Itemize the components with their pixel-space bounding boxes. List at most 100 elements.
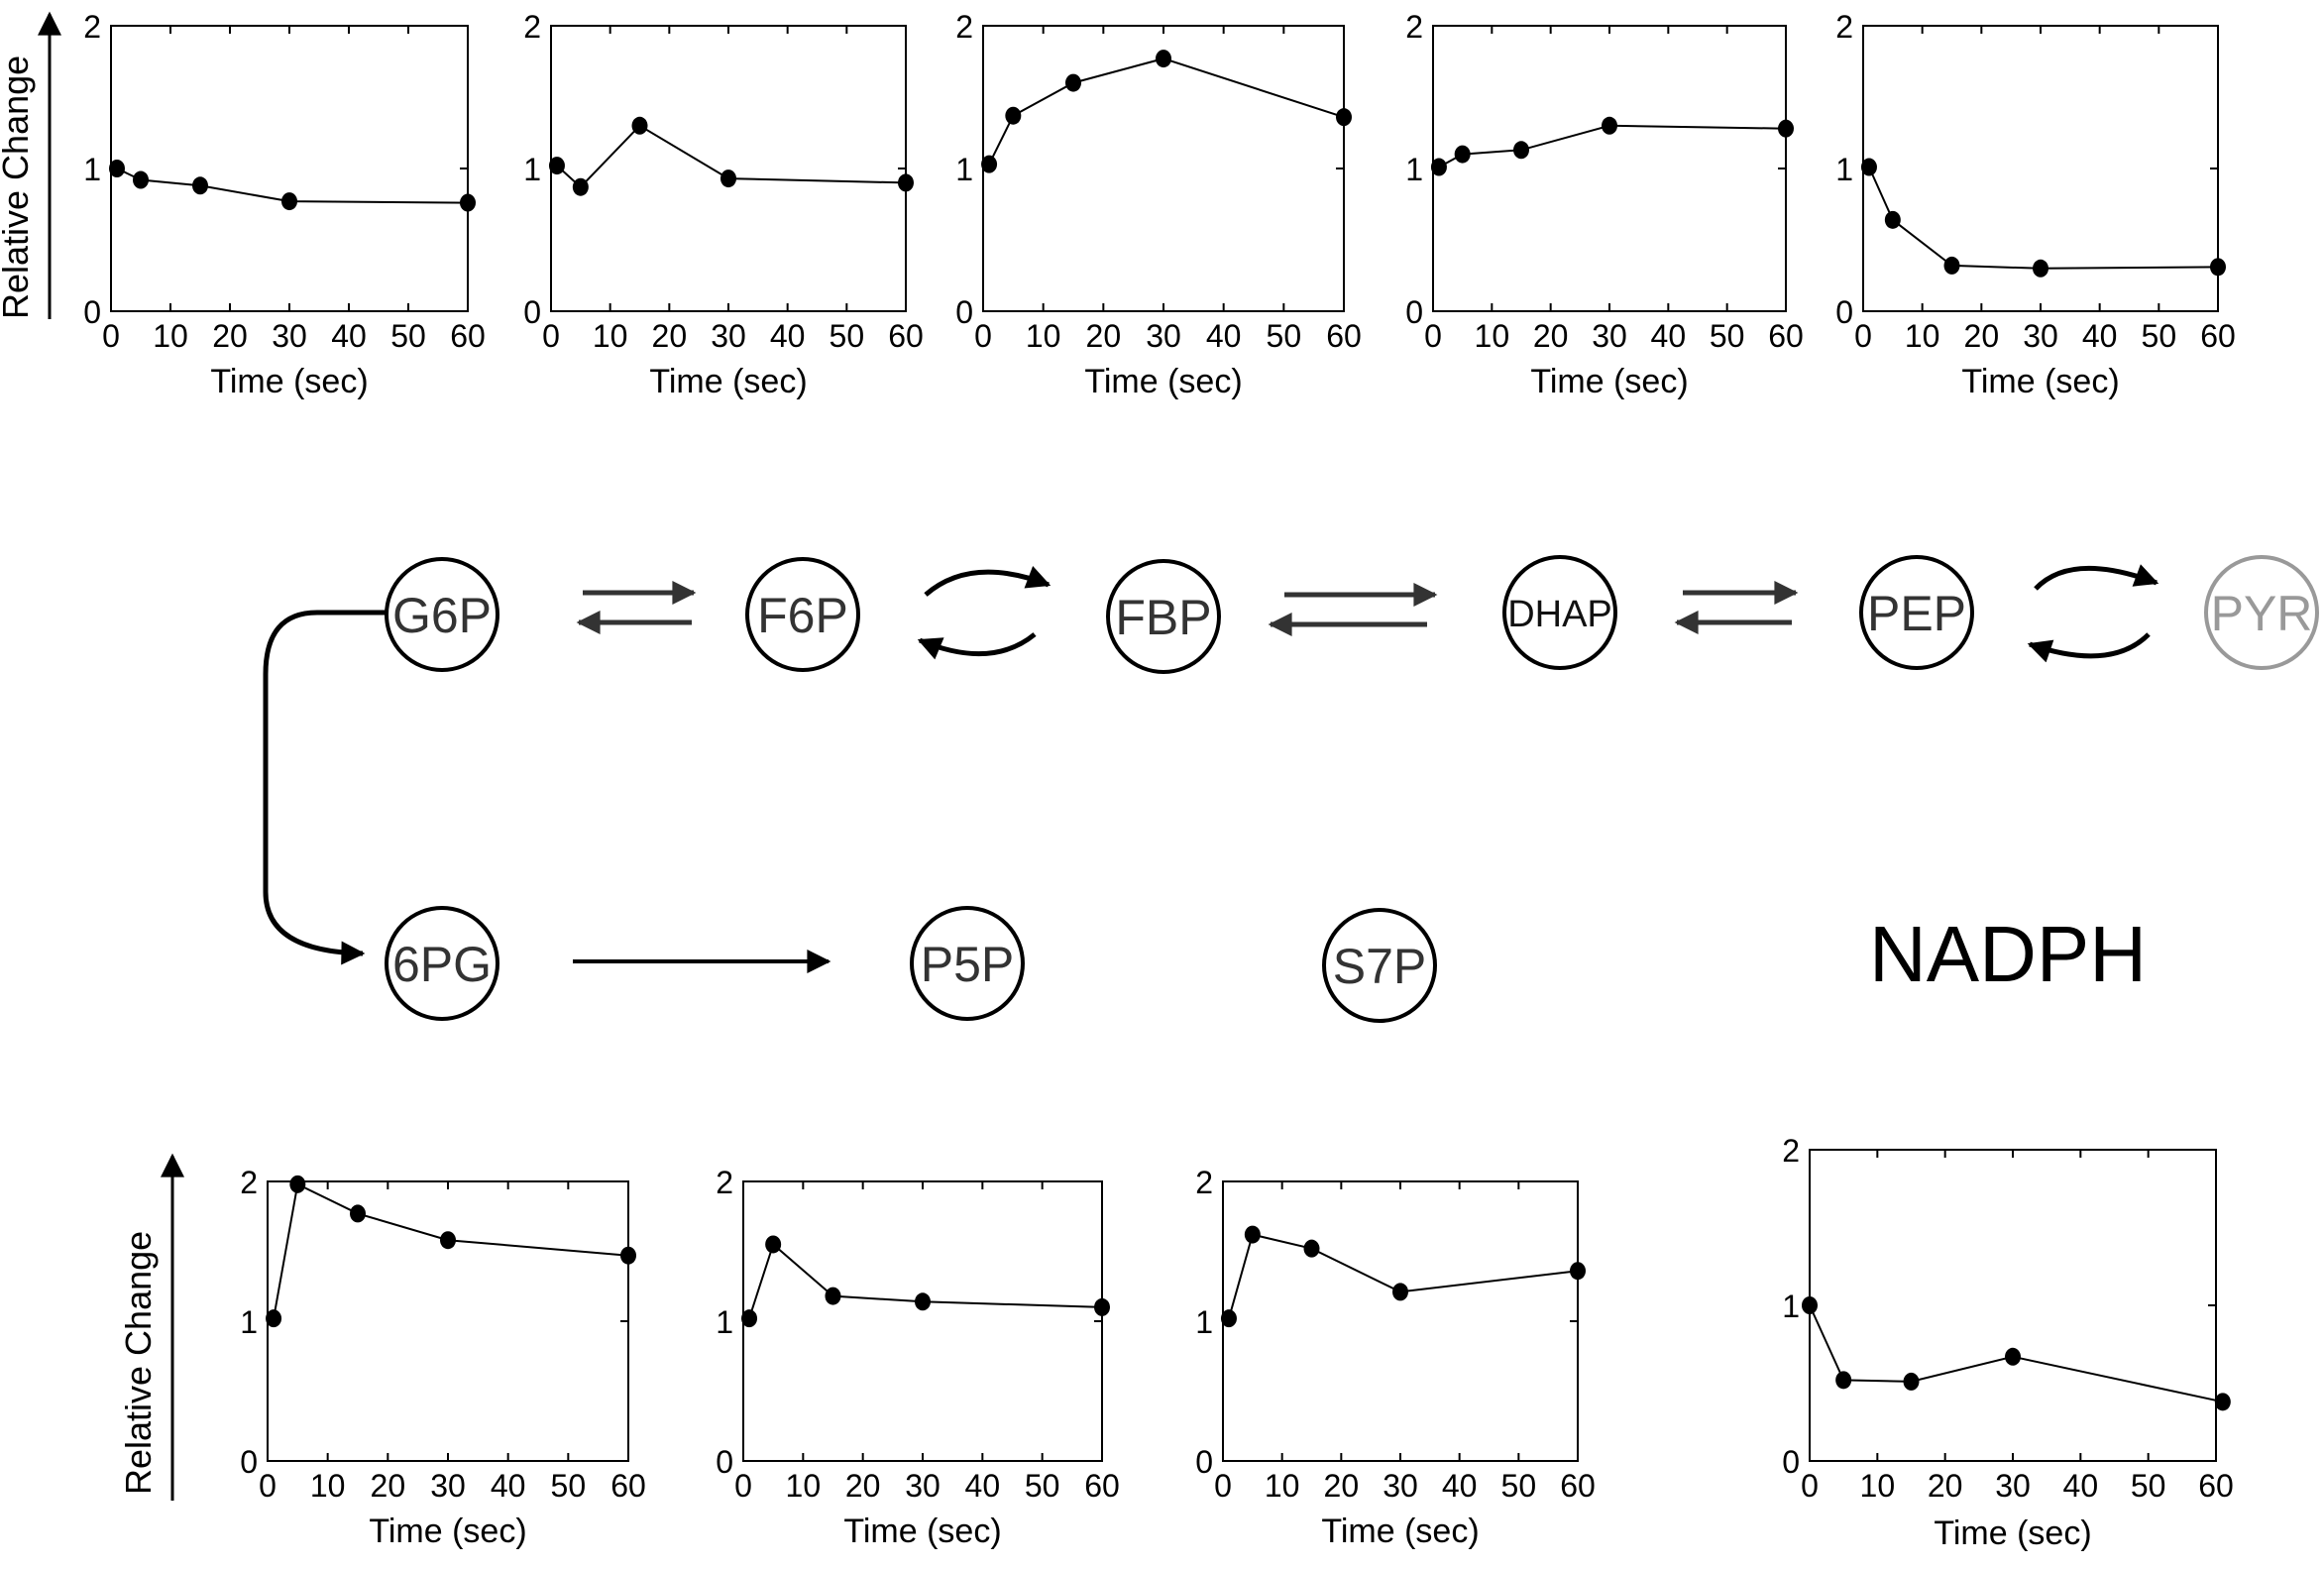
x-tick-label: 30 xyxy=(1383,1468,1418,1504)
data-point xyxy=(1835,1371,1852,1390)
data-point xyxy=(440,1231,456,1250)
data-point xyxy=(1244,1225,1261,1244)
y-axis-arrow-top: Relative Change xyxy=(0,11,61,319)
data-point xyxy=(1156,50,1171,68)
data-point xyxy=(1860,158,1877,176)
chart-panel-7: 0 10 20 30 40 50 60 0 1 2 Time (sec) xyxy=(716,1165,1120,1550)
data-point xyxy=(109,160,125,177)
y-axis-label-bottom: Relative Change xyxy=(118,1231,159,1495)
data-point xyxy=(1602,116,1617,135)
data-point xyxy=(981,155,998,173)
x-tick-label: 10 xyxy=(1905,318,1940,354)
y-axis-arrow-bottom: Relative Change xyxy=(118,1153,184,1501)
data-point xyxy=(1094,1297,1110,1316)
node-pyr-label: PYR xyxy=(2211,586,2313,641)
node-g6p-label: G6P xyxy=(392,588,492,643)
y-tick-label: 2 xyxy=(240,1165,258,1200)
chart-frame xyxy=(550,25,907,312)
node-6pg: 6PG xyxy=(385,906,499,1021)
data-point xyxy=(572,177,589,196)
y-tick-label: 1 xyxy=(955,152,973,187)
chart-panel-2: 0 10 20 30 40 50 60 0 1 2 Time (sec) xyxy=(523,9,924,400)
chart-panel-5: 0 10 20 30 40 50 60 0 1 2 Time (sec) xyxy=(1835,9,2236,400)
x-tick-label: 20 xyxy=(212,318,248,354)
chart-frame xyxy=(1809,1149,2217,1462)
chart-panel-4: 0 10 20 30 40 50 60 0 1 2 Time (sec) xyxy=(1405,9,1804,400)
data-point xyxy=(1005,106,1022,125)
reversible-arrow-fbp-dhap xyxy=(1268,583,1438,636)
x-tick-label: 30 xyxy=(905,1468,941,1504)
x-tick-label: 60 xyxy=(2198,1468,2234,1504)
x-tick-label: 0 xyxy=(1424,318,1442,354)
chart-frame xyxy=(110,25,469,312)
x-tick-label: 0 xyxy=(1801,1468,1819,1504)
y-tick-label: 1 xyxy=(716,1304,733,1340)
data-point xyxy=(741,1309,758,1328)
data-point xyxy=(1884,210,1901,229)
data-point xyxy=(1802,1296,1818,1314)
node-fbp-label: FBP xyxy=(1115,590,1211,645)
x-tick-label: 60 xyxy=(610,1468,646,1504)
node-pyr: PYR xyxy=(2204,555,2319,670)
x-tick-label: 50 xyxy=(551,1468,587,1504)
series-line xyxy=(1868,167,2219,270)
x-tick-label: 0 xyxy=(542,318,560,354)
data-point xyxy=(2210,258,2226,277)
x-tick-label: 10 xyxy=(593,318,628,354)
chart-frame xyxy=(267,1180,629,1462)
x-tick-label: 30 xyxy=(2023,318,2058,354)
y-tick-label: 0 xyxy=(1782,1444,1800,1480)
data-point xyxy=(1454,145,1471,164)
x-tick-label: 20 xyxy=(1324,1468,1360,1504)
curved-arrow-pep-pyr xyxy=(2027,564,2159,663)
data-point xyxy=(898,173,914,192)
series-line xyxy=(988,57,1345,166)
x-tick-label: 40 xyxy=(491,1468,526,1504)
data-point xyxy=(548,157,565,175)
arrow-g6p-6pg xyxy=(263,610,388,965)
node-6pg-label: 6PG xyxy=(392,937,492,992)
x-tick-label: 60 xyxy=(888,318,924,354)
chart-panel-8: 0 10 20 30 40 50 60 0 1 2 Time (sec) xyxy=(1195,1165,1596,1550)
x-tick-label: 40 xyxy=(770,318,806,354)
y-tick-label: 2 xyxy=(955,9,973,45)
x-tick-label: 60 xyxy=(1560,1468,1596,1504)
x-tick-label: 40 xyxy=(965,1468,1001,1504)
data-point xyxy=(2033,259,2048,278)
x-tick-label: 30 xyxy=(1146,318,1181,354)
x-tick-label: 0 xyxy=(259,1468,277,1504)
y-tick-label: 1 xyxy=(1782,1289,1800,1324)
y-tick-label: 0 xyxy=(955,294,973,330)
x-tick-label: 20 xyxy=(371,1468,406,1504)
y-tick-label: 2 xyxy=(523,9,541,45)
data-point xyxy=(133,170,149,189)
x-tick-label: 50 xyxy=(1267,318,1302,354)
x-tick-label: 50 xyxy=(2142,318,2177,354)
node-dhap-label: DHAP xyxy=(1507,594,1612,635)
x-tick-label: 50 xyxy=(1025,1468,1060,1504)
x-axis-label: Time (sec) xyxy=(369,1513,526,1550)
chart-frame xyxy=(1222,1180,1579,1462)
x-tick-label: 50 xyxy=(1501,1468,1537,1504)
x-tick-label: 30 xyxy=(272,318,307,354)
x-tick-label: 10 xyxy=(153,318,188,354)
x-tick-label: 20 xyxy=(1928,1468,1963,1504)
x-tick-label: 20 xyxy=(1964,318,2000,354)
x-tick-label: 30 xyxy=(1995,1468,2031,1504)
chart-frame xyxy=(1432,25,1787,312)
data-point xyxy=(1513,141,1529,160)
x-tick-label: 50 xyxy=(1710,318,1745,354)
node-pep-label: PEP xyxy=(1867,586,1966,641)
y-tick-label: 1 xyxy=(240,1304,258,1340)
data-point xyxy=(1943,256,1960,275)
x-axis-label: Time (sec) xyxy=(843,1513,1001,1550)
x-tick-label: 0 xyxy=(734,1468,752,1504)
data-point xyxy=(1065,73,1081,92)
x-tick-label: 10 xyxy=(786,1468,822,1504)
data-point xyxy=(825,1287,841,1305)
x-tick-label: 20 xyxy=(1533,318,1569,354)
node-g6p: G6P xyxy=(385,557,499,672)
data-point xyxy=(1336,108,1352,127)
chart-panel-6: 0 10 20 30 40 50 60 0 1 2 Time (sec) xyxy=(240,1165,646,1550)
